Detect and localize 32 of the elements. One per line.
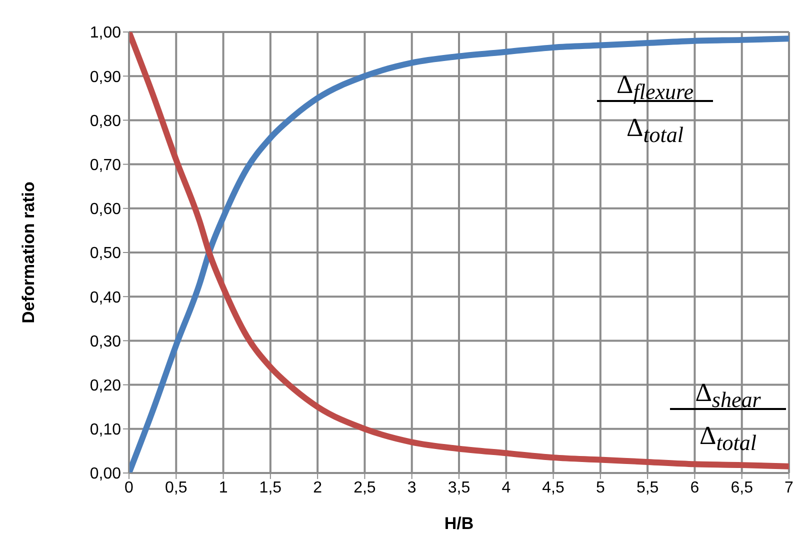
y-tick-label: 0,40 — [90, 289, 122, 306]
x-tick-label: 0 — [124, 479, 134, 496]
x-tick-label: 1 — [218, 479, 228, 496]
x-tick-label: 2 — [313, 479, 322, 496]
x-tick-label: 5 — [596, 479, 605, 496]
y-tick-label: 0,60 — [90, 201, 122, 218]
x-tick-label: 3 — [407, 479, 416, 496]
y-tick-label: 0,90 — [90, 68, 122, 86]
y-axis-title: Deformation ratio — [19, 182, 38, 324]
x-tick-label: 7 — [784, 479, 794, 496]
annotation: Δ$_{total}$ — [699, 421, 757, 454]
x-tick-label: 6,5 — [730, 479, 754, 496]
x-tick-label: 0,5 — [165, 479, 188, 496]
y-tick-label: 0,80 — [90, 112, 122, 130]
y-tick-label: 0,00 — [90, 466, 122, 483]
x-tick-label: 6 — [690, 479, 700, 496]
y-tick-label: 1,00 — [90, 24, 122, 42]
y-tick-label: 0,10 — [90, 422, 122, 439]
x-tick-label: 4,5 — [542, 479, 565, 496]
annotation: Δ$_{flexure}$ — [616, 70, 694, 104]
x-axis-title: H/B — [444, 514, 474, 533]
y-tick-label: 0,20 — [90, 377, 122, 394]
x-tick-label: 1,5 — [259, 479, 282, 496]
y-tick-label: 0,30 — [90, 333, 122, 350]
x-tick-label: 3,5 — [448, 479, 470, 496]
x-tick-label: 4 — [502, 479, 511, 496]
x-tick-label: 2,5 — [354, 479, 376, 496]
annotation: Δ$_{total}$ — [626, 113, 684, 146]
y-tick-label: 0,50 — [90, 245, 122, 262]
y-tick-label: 0,70 — [90, 156, 122, 174]
annotation: Δ$_{shear}$ — [695, 378, 762, 412]
x-tick-label: 5,5 — [636, 479, 659, 496]
